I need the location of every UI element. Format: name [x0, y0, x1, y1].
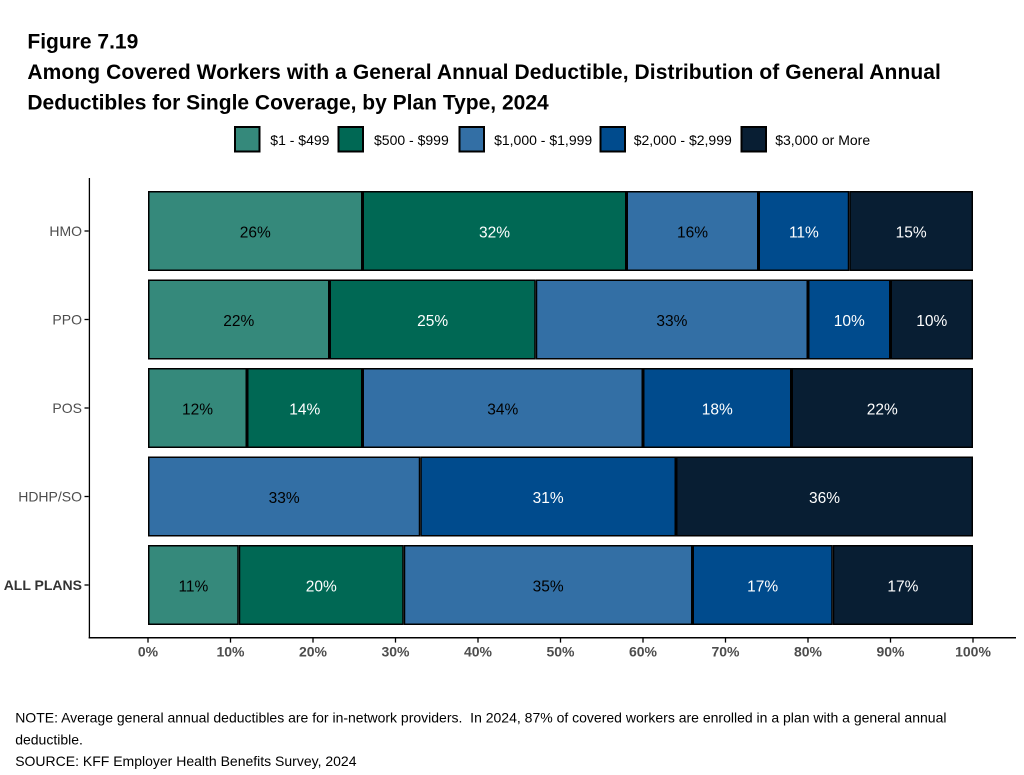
svg-text:14%: 14%: [289, 402, 320, 419]
svg-text:PPO: PPO: [52, 311, 82, 327]
svg-text:17%: 17%: [887, 579, 918, 596]
svg-text:100%: 100%: [955, 644, 991, 660]
svg-text:10%: 10%: [834, 313, 865, 330]
svg-text:22%: 22%: [223, 313, 254, 330]
svg-text:31%: 31%: [533, 490, 564, 507]
svg-text:33%: 33%: [656, 313, 687, 330]
svg-text:11%: 11%: [789, 225, 819, 242]
svg-text:15%: 15%: [896, 225, 927, 242]
svg-text:$500 - $999: $500 - $999: [374, 132, 449, 148]
svg-text:$2,000 - $2,999: $2,000 - $2,999: [634, 132, 732, 148]
svg-text:SOURCE: KFF Employer Health Be: SOURCE: KFF Employer Health Benefits Sur…: [15, 753, 357, 769]
svg-text:10%: 10%: [916, 313, 947, 330]
svg-text:Among Covered Workers with a G: Among Covered Workers with a General Ann…: [27, 61, 941, 84]
svg-text:HMO: HMO: [49, 223, 82, 239]
svg-text:22%: 22%: [867, 402, 898, 419]
svg-text:60%: 60%: [629, 644, 658, 660]
svg-text:90%: 90%: [876, 644, 905, 660]
svg-text:80%: 80%: [794, 644, 823, 660]
svg-text:20%: 20%: [306, 579, 337, 596]
svg-text:30%: 30%: [381, 644, 410, 660]
svg-text:Deductibles for Single Coverag: Deductibles for Single Coverage, by Plan…: [27, 92, 549, 115]
svg-text:Figure 7.19: Figure 7.19: [27, 30, 138, 53]
svg-text:70%: 70%: [711, 644, 740, 660]
svg-text:20%: 20%: [299, 644, 328, 660]
svg-text:35%: 35%: [533, 579, 564, 596]
svg-text:17%: 17%: [747, 579, 778, 596]
svg-text:$1,000 - $1,999: $1,000 - $1,999: [494, 132, 592, 148]
svg-text:10%: 10%: [216, 644, 245, 660]
svg-text:$3,000 or More: $3,000 or More: [775, 132, 870, 148]
svg-text:33%: 33%: [269, 490, 300, 507]
svg-text:18%: 18%: [702, 402, 733, 419]
svg-text:32%: 32%: [479, 225, 510, 242]
svg-text:50%: 50%: [546, 644, 575, 660]
svg-text:NOTE: Average general annual d: NOTE: Average general annual deductibles…: [15, 709, 946, 725]
svg-text:ALL PLANS: ALL PLANS: [4, 577, 82, 593]
svg-text:40%: 40%: [464, 644, 493, 660]
svg-text:16%: 16%: [677, 225, 708, 242]
svg-text:POS: POS: [52, 400, 82, 416]
svg-text:11%: 11%: [178, 579, 208, 596]
svg-text:26%: 26%: [240, 225, 271, 242]
svg-text:12%: 12%: [182, 402, 213, 419]
svg-text:36%: 36%: [809, 490, 840, 507]
svg-text:25%: 25%: [417, 313, 448, 330]
svg-text:deductible.: deductible.: [15, 732, 83, 748]
svg-text:$1 - $499: $1 - $499: [270, 132, 329, 148]
svg-text:HDHP/SO: HDHP/SO: [18, 488, 82, 504]
svg-text:0%: 0%: [138, 644, 159, 660]
svg-text:34%: 34%: [487, 402, 518, 419]
